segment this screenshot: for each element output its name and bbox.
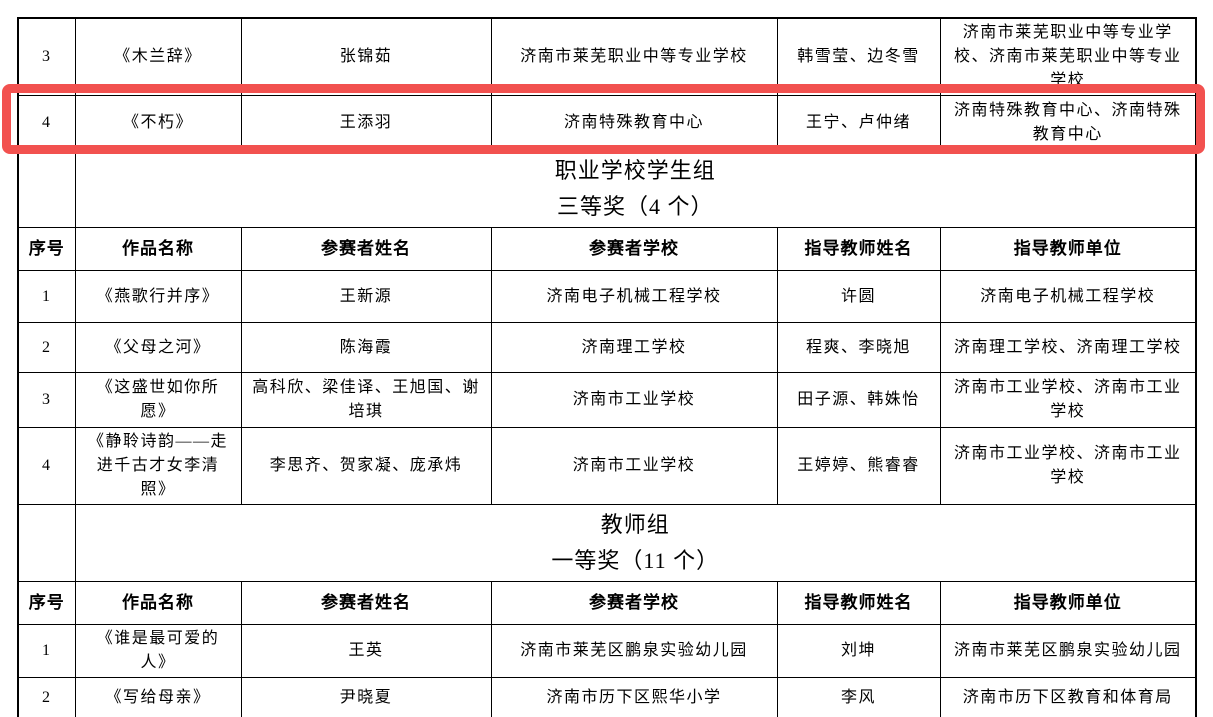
- cell-work-title: 《不朽》: [74, 95, 242, 151]
- column-header-participant-name: 参赛者姓名: [240, 581, 492, 625]
- cell-participant-school: 济南电子机械工程学校: [490, 270, 778, 323]
- column-header-serial: 序号: [17, 581, 76, 625]
- cell-advisor-unit: 济南市工业学校、济南市工业学校: [939, 427, 1197, 505]
- cell-advisor-name: 王宁、卢仲绪: [776, 95, 941, 151]
- cell-work-title: 《谁是最可爱的人》: [74, 624, 242, 678]
- cell-serial: 3: [17, 372, 76, 428]
- section-award-title: 三等奖（4 个）: [556, 194, 714, 219]
- cell-advisor-unit: 济南特殊教育中心、济南特殊教育中心: [939, 95, 1197, 151]
- column-header-advisor-name: 指导教师姓名: [776, 581, 941, 625]
- cell-serial: 1: [17, 270, 76, 323]
- section-group-title: 教师组: [600, 512, 670, 537]
- column-header-participant-school: 参赛者学校: [490, 227, 778, 271]
- cell-advisor-name: 李风: [776, 677, 941, 717]
- cell-work-title: 《写给母亲》: [74, 677, 242, 717]
- section-title-cell: 职业学校学生组 三等奖（4 个）: [74, 150, 1197, 228]
- table-row: 1 《燕歌行并序》 王新源 济南电子机械工程学校 许圆 济南电子机械工程学校: [17, 270, 1197, 323]
- table-row: 3 《这盛世如你所愿》 高科欣、梁佳译、王旭国、谢培琪 济南市工业学校 田子源、…: [17, 372, 1197, 428]
- cell-serial: 1: [17, 624, 76, 678]
- column-header-work-title: 作品名称: [74, 227, 242, 271]
- cell-participant-school: 济南理工学校: [490, 322, 778, 373]
- cell-participant-name: 王英: [240, 624, 492, 678]
- table-row: 3 《木兰辞》 张锦茹 济南市莱芜职业中等专业学校 韩雪莹、边冬雪 济南市莱芜职…: [17, 17, 1197, 96]
- cell-advisor-unit: 济南市莱芜区鹏泉实验幼儿园: [939, 624, 1197, 678]
- awards-table: 3 《木兰辞》 张锦茹 济南市莱芜职业中等专业学校 韩雪莹、边冬雪 济南市莱芜职…: [17, 17, 1197, 717]
- cell-serial: 2: [17, 322, 76, 373]
- cell-advisor-name: 程爽、李晓旭: [776, 322, 941, 373]
- cell-advisor-unit: 济南理工学校、济南理工学校: [939, 322, 1197, 373]
- section-row-spacer: [17, 150, 76, 228]
- column-header-serial: 序号: [17, 227, 76, 271]
- cell-participant-name: 张锦茹: [240, 17, 492, 96]
- table-row-highlighted: 4 《不朽》 王添羽 济南特殊教育中心 王宁、卢仲绪 济南特殊教育中心、济南特殊…: [17, 95, 1197, 151]
- cell-advisor-name: 王婷婷、熊睿睿: [776, 427, 941, 505]
- column-header-advisor-unit: 指导教师单位: [939, 227, 1197, 271]
- cell-participant-school: 济南市莱芜职业中等专业学校: [490, 17, 778, 96]
- column-header-work-title: 作品名称: [74, 581, 242, 625]
- cell-participant-school: 济南特殊教育中心: [490, 95, 778, 151]
- table-row: 2 《父母之河》 陈海霞 济南理工学校 程爽、李晓旭 济南理工学校、济南理工学校: [17, 322, 1197, 373]
- section-group-title: 职业学校学生组: [554, 158, 716, 183]
- cell-serial: 3: [17, 17, 76, 96]
- column-header-participant-school: 参赛者学校: [490, 581, 778, 625]
- cell-work-title: 《木兰辞》: [74, 17, 242, 96]
- cell-advisor-unit: 济南市工业学校、济南市工业学校: [939, 372, 1197, 428]
- cell-advisor-name: 田子源、韩姝怡: [776, 372, 941, 428]
- section-row-spacer: [17, 504, 76, 582]
- table-row: 2 《写给母亲》 尹晓夏 济南市历下区熙华小学 李风 济南市历下区教育和体育局: [17, 677, 1197, 717]
- column-header-participant-name: 参赛者姓名: [240, 227, 492, 271]
- cell-serial: 2: [17, 677, 76, 717]
- table-header-row: 序号 作品名称 参赛者姓名 参赛者学校 指导教师姓名 指导教师单位: [17, 227, 1197, 271]
- section-title-row: 教师组 一等奖（11 个）: [17, 504, 1197, 582]
- cell-advisor-name: 韩雪莹、边冬雪: [776, 17, 941, 96]
- table-row: 4 《静聆诗韵——走进千古才女李清照》 李思齐、贺家凝、庞承炜 济南市工业学校 …: [17, 427, 1197, 505]
- cell-advisor-name: 许圆: [776, 270, 941, 323]
- cell-work-title: 《这盛世如你所愿》: [74, 372, 242, 428]
- cell-participant-name: 王添羽: [240, 95, 492, 151]
- cell-participant-name: 陈海霞: [240, 322, 492, 373]
- cell-work-title: 《静聆诗韵——走进千古才女李清照》: [74, 427, 242, 505]
- cell-participant-name: 高科欣、梁佳译、王旭国、谢培琪: [240, 372, 492, 428]
- column-header-advisor-name: 指导教师姓名: [776, 227, 941, 271]
- cell-advisor-unit: 济南电子机械工程学校: [939, 270, 1197, 323]
- section-title-cell: 教师组 一等奖（11 个）: [74, 504, 1197, 582]
- cell-serial: 4: [17, 427, 76, 505]
- cell-participant-school: 济南市历下区熙华小学: [490, 677, 778, 717]
- column-header-advisor-unit: 指导教师单位: [939, 581, 1197, 625]
- section-award-title: 一等奖（11 个）: [551, 548, 720, 573]
- cell-serial: 4: [17, 95, 76, 151]
- cell-work-title: 《燕歌行并序》: [74, 270, 242, 323]
- table-header-row: 序号 作品名称 参赛者姓名 参赛者学校 指导教师姓名 指导教师单位: [17, 581, 1197, 625]
- table-row: 1 《谁是最可爱的人》 王英 济南市莱芜区鹏泉实验幼儿园 刘坤 济南市莱芜区鹏泉…: [17, 624, 1197, 678]
- cell-participant-name: 李思齐、贺家凝、庞承炜: [240, 427, 492, 505]
- cell-advisor-unit: 济南市莱芜职业中等专业学校、济南市莱芜职业中等专业学校: [939, 17, 1197, 96]
- cell-participant-school: 济南市工业学校: [490, 372, 778, 428]
- cell-work-title: 《父母之河》: [74, 322, 242, 373]
- cell-participant-name: 王新源: [240, 270, 492, 323]
- cell-participant-name: 尹晓夏: [240, 677, 492, 717]
- section-title-row: 职业学校学生组 三等奖（4 个）: [17, 150, 1197, 228]
- cell-advisor-name: 刘坤: [776, 624, 941, 678]
- cell-participant-school: 济南市工业学校: [490, 427, 778, 505]
- cell-participant-school: 济南市莱芜区鹏泉实验幼儿园: [490, 624, 778, 678]
- cell-advisor-unit: 济南市历下区教育和体育局: [939, 677, 1197, 717]
